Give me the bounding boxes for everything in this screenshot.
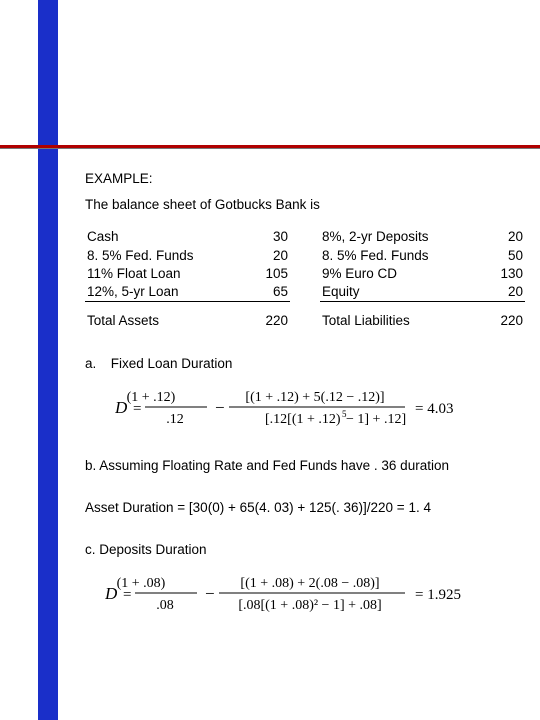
left-accent-bar	[38, 0, 58, 720]
total-liab-label: Total Liabilities	[320, 302, 485, 331]
svg-text:−: −	[215, 398, 225, 417]
table-row: 11% Float Loan 105 9% Euro CD 130	[85, 265, 525, 283]
asset-value: 65	[250, 283, 290, 302]
svg-text:− 1] + .12]: − 1] + .12]	[346, 412, 406, 427]
asset-label: Cash	[85, 228, 250, 246]
table-row: 12%, 5-yr Loan 65 Equity 20	[85, 283, 525, 302]
total-assets-value: 220	[250, 302, 290, 331]
liab-value: 20	[485, 228, 525, 246]
liab-value: 20	[485, 283, 525, 302]
part-b-text: b. Assuming Floating Rate and Fed Funds …	[85, 458, 449, 473]
svg-text:−: −	[205, 584, 215, 603]
liab-label: 8%, 2-yr Deposits	[320, 228, 485, 246]
part-c: c. Deposits Duration D = (1 + .08) .08 −…	[85, 541, 525, 619]
table-row: 8. 5% Fed. Funds 20 8. 5% Fed. Funds 50	[85, 247, 525, 265]
asset-label: 12%, 5-yr Loan	[85, 283, 250, 302]
asset-duration: Asset Duration = [30(0) + 65(4. 03) + 12…	[85, 499, 525, 517]
part-b: b. Assuming Floating Rate and Fed Funds …	[85, 457, 525, 475]
table-row: Total Assets 220 Total Liabilities 220	[85, 302, 525, 331]
part-a-marker: a.	[85, 355, 107, 373]
asset-value: 30	[250, 228, 290, 246]
equation-a: D = (1 + .12) .12 − [(1 + .12) + 5(.12 −…	[115, 381, 495, 433]
svg-text:= 4.03: = 4.03	[415, 401, 453, 417]
example-label: EXAMPLE:	[85, 170, 525, 188]
asset-duration-text: Asset Duration = [30(0) + 65(4. 03) + 12…	[85, 500, 431, 515]
svg-text:[(1 + .08) + 2(.08 − .08)]: [(1 + .08) + 2(.08 − .08)]	[240, 576, 379, 591]
horizontal-rule-shadow	[0, 148, 540, 149]
svg-text:[.08[(1 + .08)² − 1] + .08]: [.08[(1 + .08)² − 1] + .08]	[238, 598, 381, 613]
table-row: Cash 30 8%, 2-yr Deposits 20	[85, 228, 525, 246]
liab-value: 50	[485, 247, 525, 265]
asset-value: 20	[250, 247, 290, 265]
svg-text:(1 + .12): (1 + .12)	[127, 390, 176, 405]
intro-text: The balance sheet of Gotbucks Bank is	[85, 196, 525, 214]
svg-text:.08: .08	[156, 598, 174, 613]
svg-text:[.12[(1 + .12): [.12[(1 + .12)	[265, 412, 341, 427]
asset-label: 11% Float Loan	[85, 265, 250, 283]
liab-value: 130	[485, 265, 525, 283]
svg-text:.12: .12	[166, 412, 184, 427]
asset-value: 105	[250, 265, 290, 283]
equation-c: D = (1 + .08) .08 − [(1 + .08) + 2(.08 −…	[105, 567, 505, 619]
svg-text:[(1 + .12) + 5(.12 − .12)]: [(1 + .12) + 5(.12 − .12)]	[245, 390, 384, 405]
part-a-label: Fixed Loan Duration	[111, 356, 233, 371]
liab-label: Equity	[320, 283, 485, 302]
liab-label: 8. 5% Fed. Funds	[320, 247, 485, 265]
svg-text:(1 + .08): (1 + .08)	[117, 576, 166, 591]
total-liab-value: 220	[485, 302, 525, 331]
asset-label: 8. 5% Fed. Funds	[85, 247, 250, 265]
slide-content: EXAMPLE: The balance sheet of Gotbucks B…	[85, 170, 525, 619]
part-c-text: c. Deposits Duration	[85, 542, 207, 557]
part-a: a. Fixed Loan Duration D = (1 + .12) .12…	[85, 355, 525, 433]
total-assets-label: Total Assets	[85, 302, 250, 331]
svg-text:= 1.925: = 1.925	[415, 587, 461, 603]
liab-label: 9% Euro CD	[320, 265, 485, 283]
balance-sheet-table: Cash 30 8%, 2-yr Deposits 20 8. 5% Fed. …	[85, 228, 525, 330]
